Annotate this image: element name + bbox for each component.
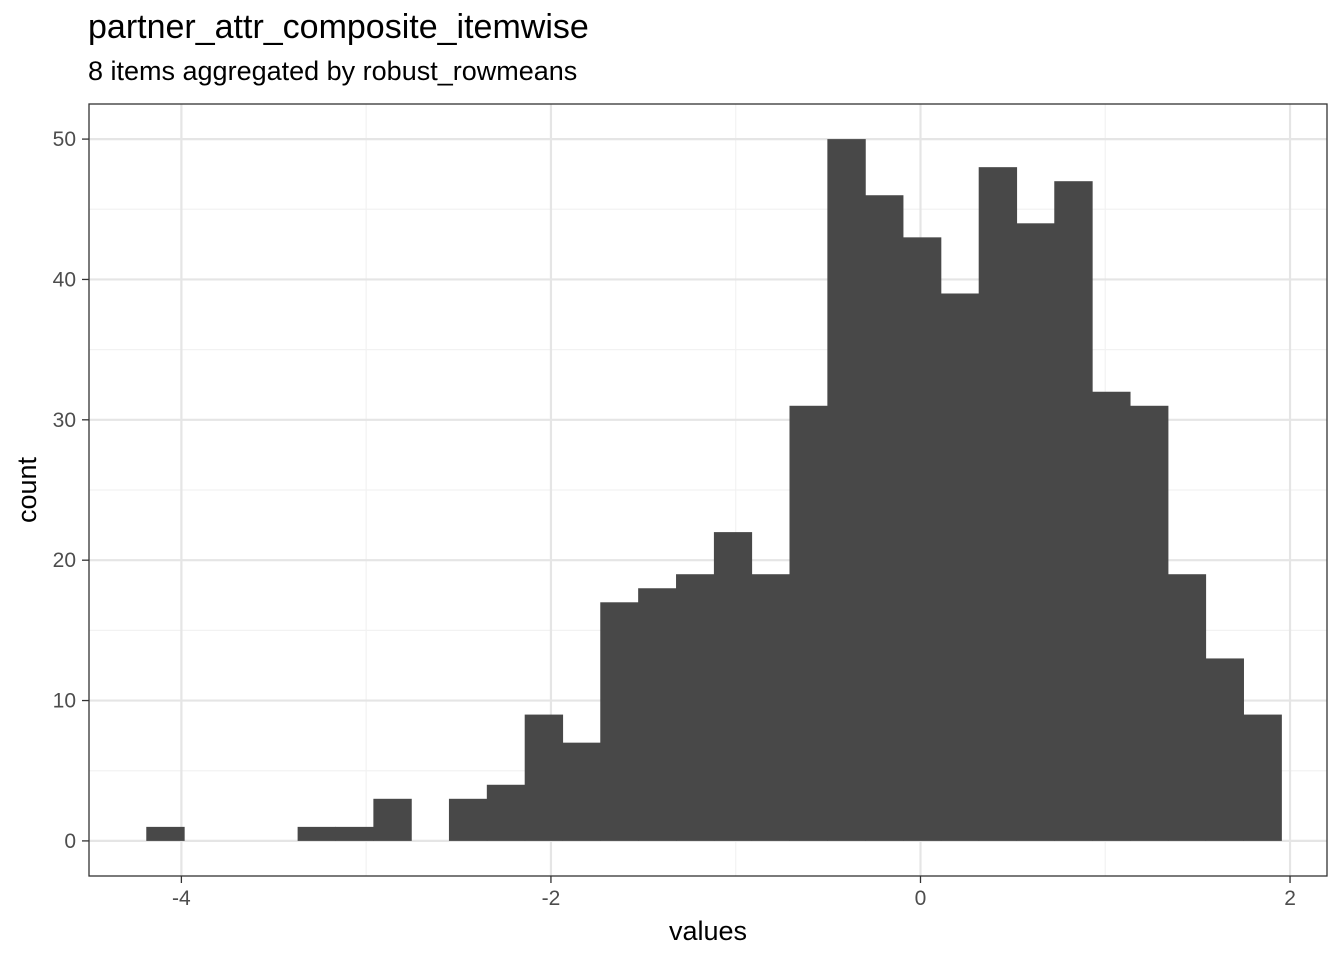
x-axis: -4 -2 0 2 <box>172 876 1296 910</box>
histogram-bar <box>902 237 942 841</box>
y-tick-label: 10 <box>53 690 76 713</box>
histogram-bar <box>297 826 336 841</box>
histogram-bar <box>1243 714 1282 841</box>
y-tick-label: 40 <box>53 268 76 291</box>
histogram-bar <box>1092 391 1131 841</box>
chart-title: partner_attr_composite_itemwise <box>88 8 589 46</box>
histogram-bar <box>146 826 185 841</box>
histogram-bar <box>1016 223 1055 841</box>
histogram-bar <box>827 139 866 841</box>
y-tick-label: 0 <box>64 830 76 853</box>
x-axis-title: values <box>669 916 747 946</box>
y-tick-label: 20 <box>53 549 76 572</box>
histogram-bar <box>486 784 526 841</box>
histogram-bar <box>1130 405 1169 841</box>
histogram-bar <box>676 574 715 841</box>
histogram-bar <box>448 798 488 841</box>
histogram-bar <box>1054 181 1093 841</box>
x-tick-label: -4 <box>172 887 191 910</box>
histogram-bar <box>1205 658 1244 841</box>
histogram-bars <box>146 139 1282 841</box>
histogram-bar <box>789 405 828 841</box>
histogram-bar <box>638 588 677 841</box>
x-tick-label: 2 <box>1284 887 1296 910</box>
histogram-bar <box>562 742 601 841</box>
chart-subtitle: 8 items aggregated by robust_rowmeans <box>88 56 578 86</box>
y-axis: 0 10 20 30 40 50 <box>53 128 89 853</box>
x-tick-label: 0 <box>915 887 927 910</box>
histogram-bar <box>865 195 904 841</box>
histogram-bar <box>600 602 639 841</box>
histogram-bar <box>373 798 412 841</box>
histogram-bar <box>524 714 564 841</box>
histogram-bar <box>335 826 374 841</box>
histogram-bar <box>713 532 753 841</box>
histogram-bar <box>940 293 980 841</box>
x-tick-label: -2 <box>542 887 561 910</box>
y-tick-label: 50 <box>53 128 76 151</box>
y-axis-title: count <box>12 456 42 523</box>
histogram-bar <box>1167 574 1207 841</box>
y-tick-label: 30 <box>53 409 76 432</box>
histogram-bar <box>751 574 790 841</box>
histogram-bar <box>978 167 1018 841</box>
panel-border <box>88 103 1328 877</box>
